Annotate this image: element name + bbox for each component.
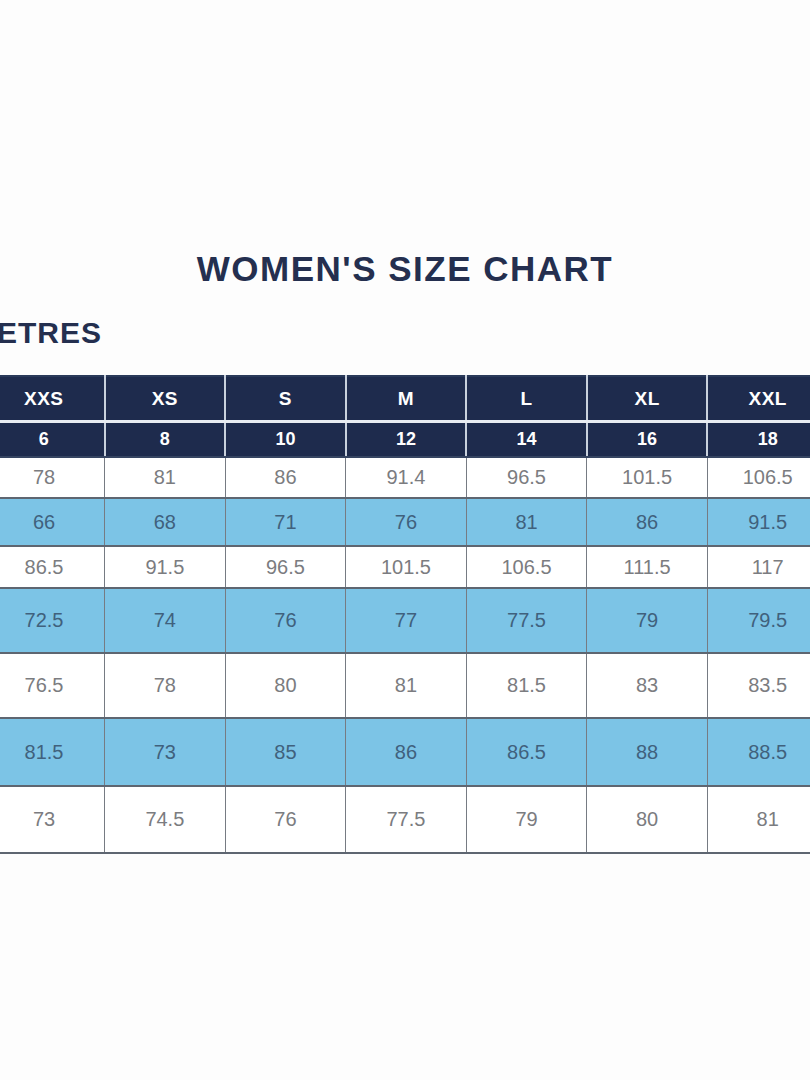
size-value-cell: 76.5 bbox=[0, 653, 105, 718]
table-row: 86.591.596.5101.5106.5111.5117 bbox=[0, 546, 810, 588]
size-value-cell: 81 bbox=[466, 498, 587, 546]
size-value-cell: 88 bbox=[587, 718, 708, 786]
page-title: WOMEN'S SIZE CHART bbox=[0, 249, 810, 289]
header-row-size-labels: XXSXSSMLXLXXL bbox=[0, 376, 810, 422]
size-value-cell: 72.5 bbox=[0, 588, 105, 653]
size-table-body: 78818691.496.5101.5106.566687176818691.5… bbox=[0, 457, 810, 853]
size-value-cell: 81.5 bbox=[0, 718, 105, 786]
size-value-cell: 83.5 bbox=[707, 653, 810, 718]
size-number-header-8: 8 bbox=[105, 422, 226, 458]
size-label-header-xl: XL bbox=[587, 376, 708, 422]
size-value-cell: 73 bbox=[105, 718, 226, 786]
size-value-cell: 68 bbox=[105, 498, 226, 546]
size-value-cell: 86 bbox=[587, 498, 708, 546]
table-row: 81.573858686.58888.5 bbox=[0, 718, 810, 786]
size-value-cell: 76 bbox=[225, 588, 346, 653]
size-value-cell: 81 bbox=[346, 653, 467, 718]
size-number-header-16: 16 bbox=[587, 422, 708, 458]
size-label-header-xxs: XXS bbox=[0, 376, 105, 422]
size-value-cell: 77.5 bbox=[466, 588, 587, 653]
size-value-cell: 74.5 bbox=[105, 786, 226, 853]
size-label-header-xxl: XXL bbox=[707, 376, 810, 422]
size-value-cell: 79.5 bbox=[707, 588, 810, 653]
size-value-cell: 101.5 bbox=[346, 546, 467, 588]
size-value-cell: 106.5 bbox=[466, 546, 587, 588]
size-value-cell: 66 bbox=[0, 498, 105, 546]
size-number-header-12: 12 bbox=[346, 422, 467, 458]
size-value-cell: 77 bbox=[346, 588, 467, 653]
size-value-cell: 91.4 bbox=[346, 457, 467, 498]
table-row: 66687176818691.5 bbox=[0, 498, 810, 546]
size-value-cell: 101.5 bbox=[587, 457, 708, 498]
size-value-cell: 76 bbox=[225, 786, 346, 853]
units-label: ETRES bbox=[0, 316, 102, 350]
size-value-cell: 79 bbox=[587, 588, 708, 653]
size-label-header-m: M bbox=[346, 376, 467, 422]
size-value-cell: 78 bbox=[105, 653, 226, 718]
table-row: 76.578808181.58383.5 bbox=[0, 653, 810, 718]
size-value-cell: 86 bbox=[346, 718, 467, 786]
size-value-cell: 91.5 bbox=[105, 546, 226, 588]
size-value-cell: 86 bbox=[225, 457, 346, 498]
size-value-cell: 83 bbox=[587, 653, 708, 718]
header-row-size-numbers: 681012141618 bbox=[0, 422, 810, 458]
table-row: 78818691.496.5101.5106.5 bbox=[0, 457, 810, 498]
size-label-header-l: L bbox=[466, 376, 587, 422]
size-value-cell: 80 bbox=[225, 653, 346, 718]
size-value-cell: 86.5 bbox=[0, 546, 105, 588]
size-value-cell: 86.5 bbox=[466, 718, 587, 786]
size-value-cell: 81 bbox=[707, 786, 810, 853]
size-value-cell: 80 bbox=[587, 786, 708, 853]
size-value-cell: 106.5 bbox=[707, 457, 810, 498]
size-value-cell: 76 bbox=[346, 498, 467, 546]
size-value-cell: 79 bbox=[466, 786, 587, 853]
table-row: 72.574767777.57979.5 bbox=[0, 588, 810, 653]
size-value-cell: 78 bbox=[0, 457, 105, 498]
size-number-header-6: 6 bbox=[0, 422, 105, 458]
table-row: 7374.57677.5798081 bbox=[0, 786, 810, 853]
size-value-cell: 88.5 bbox=[707, 718, 810, 786]
size-value-cell: 77.5 bbox=[346, 786, 467, 853]
size-chart-table: XXSXSSMLXLXXL 681012141618 78818691.496.… bbox=[0, 375, 810, 854]
size-value-cell: 85 bbox=[225, 718, 346, 786]
size-value-cell: 96.5 bbox=[225, 546, 346, 588]
size-label-header-xs: XS bbox=[105, 376, 226, 422]
size-value-cell: 117 bbox=[707, 546, 810, 588]
size-value-cell: 91.5 bbox=[707, 498, 810, 546]
size-table-header: XXSXSSMLXLXXL 681012141618 bbox=[0, 376, 810, 457]
size-number-header-10: 10 bbox=[225, 422, 346, 458]
size-value-cell: 71 bbox=[225, 498, 346, 546]
size-value-cell: 111.5 bbox=[587, 546, 708, 588]
size-value-cell: 73 bbox=[0, 786, 105, 853]
size-value-cell: 81 bbox=[105, 457, 226, 498]
size-value-cell: 96.5 bbox=[466, 457, 587, 498]
size-number-header-14: 14 bbox=[466, 422, 587, 458]
size-value-cell: 81.5 bbox=[466, 653, 587, 718]
size-number-header-18: 18 bbox=[707, 422, 810, 458]
size-value-cell: 74 bbox=[105, 588, 226, 653]
size-label-header-s: S bbox=[225, 376, 346, 422]
